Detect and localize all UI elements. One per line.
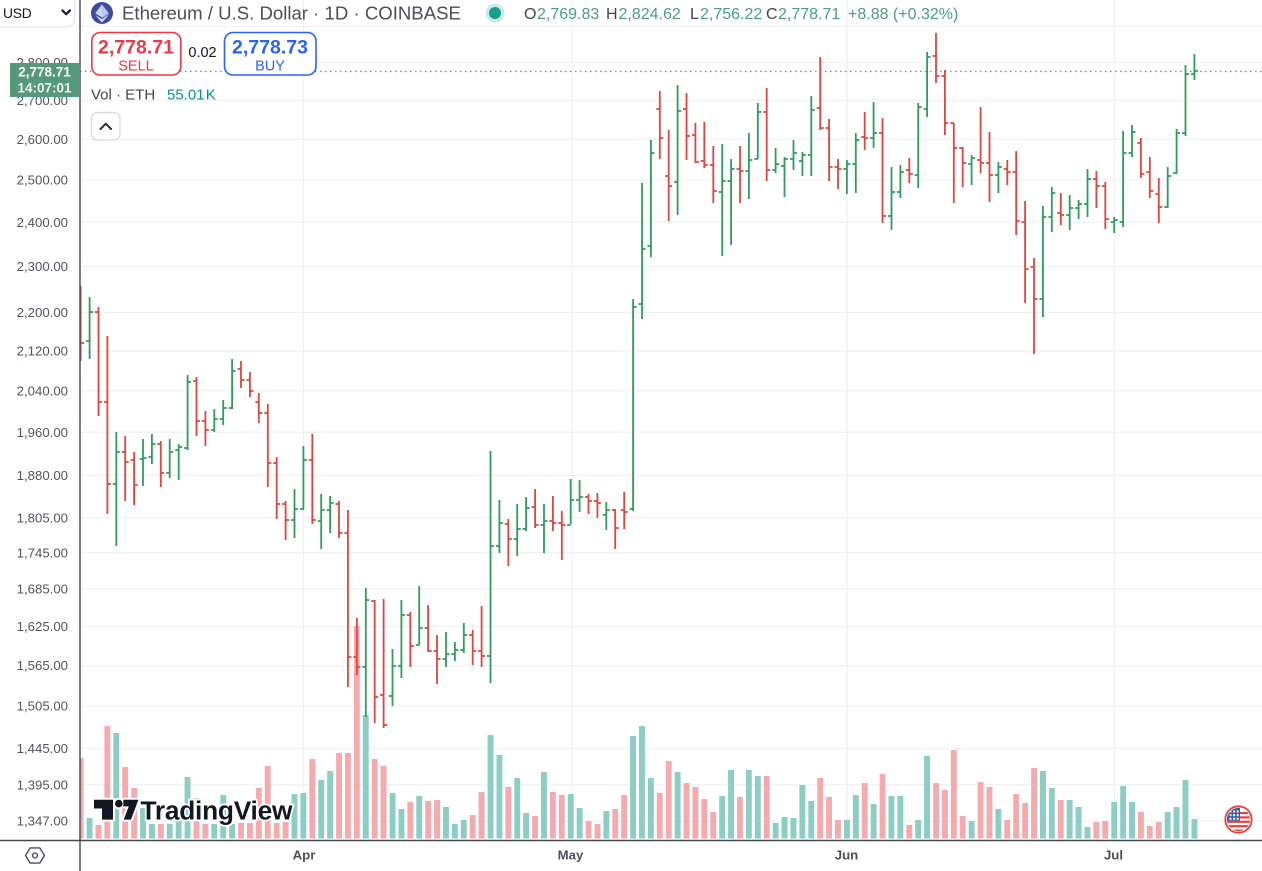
svg-text:0.02: 0.02 [188,45,216,61]
svg-text:Jul: Jul [1104,848,1123,863]
svg-text:USD: USD [3,6,32,21]
svg-text:2,756.22: 2,756.22 [700,6,762,23]
svg-text:2,778.71: 2,778.71 [98,37,174,59]
svg-text:2,300.00: 2,300.00 [17,259,68,274]
svg-text:Jun: Jun [835,848,858,863]
svg-text:L: L [690,6,699,23]
svg-text:TradingView: TradingView [141,796,293,826]
svg-text:2,400.00: 2,400.00 [17,215,68,230]
svg-text:2,778.73: 2,778.73 [232,37,308,59]
svg-text:O: O [524,6,536,23]
svg-text:2,769.83: 2,769.83 [537,6,599,23]
svg-text:2,200.00: 2,200.00 [17,305,68,320]
svg-text:14:07:01: 14:07:01 [17,81,72,96]
svg-text:2,778.71: 2,778.71 [18,65,71,80]
svg-text:1,685.00: 1,685.00 [17,582,68,597]
svg-text:2,600.00: 2,600.00 [17,132,68,147]
svg-text:Vol · ETH: Vol · ETH [91,87,155,104]
svg-text:1,445.00: 1,445.00 [17,741,68,756]
svg-text:C: C [766,6,778,23]
svg-text:2,778.71: 2,778.71 [778,6,840,23]
svg-text:H: H [606,6,618,23]
svg-text:Ethereum / U.S. Dollar · 1D ·: Ethereum / U.S. Dollar · 1D · COINBASE [122,3,461,24]
svg-text:2,824.62: 2,824.62 [619,6,681,23]
svg-text:1,505.00: 1,505.00 [17,699,68,714]
svg-text:1,347.00: 1,347.00 [17,814,68,829]
svg-text:May: May [558,848,584,863]
svg-text:SELL: SELL [118,59,153,75]
svg-text:1,625.00: 1,625.00 [17,619,68,634]
svg-text:2,120.00: 2,120.00 [17,344,68,359]
svg-text:2,040.00: 2,040.00 [17,384,68,399]
svg-text:1,395.00: 1,395.00 [17,777,68,792]
svg-text:1,960.00: 1,960.00 [17,425,68,440]
svg-text:1,565.00: 1,565.00 [17,658,68,673]
svg-text:1,805.00: 1,805.00 [17,510,68,525]
svg-text:2,500.00: 2,500.00 [17,173,68,188]
svg-text:Apr: Apr [293,848,316,863]
svg-text:BUY: BUY [255,59,285,75]
svg-text:1,880.00: 1,880.00 [17,468,68,483]
svg-text:1,745.00: 1,745.00 [17,545,68,560]
svg-text:+8.88 (+0.32%): +8.88 (+0.32%) [848,6,958,23]
svg-text:55.01 K: 55.01 K [167,87,216,104]
